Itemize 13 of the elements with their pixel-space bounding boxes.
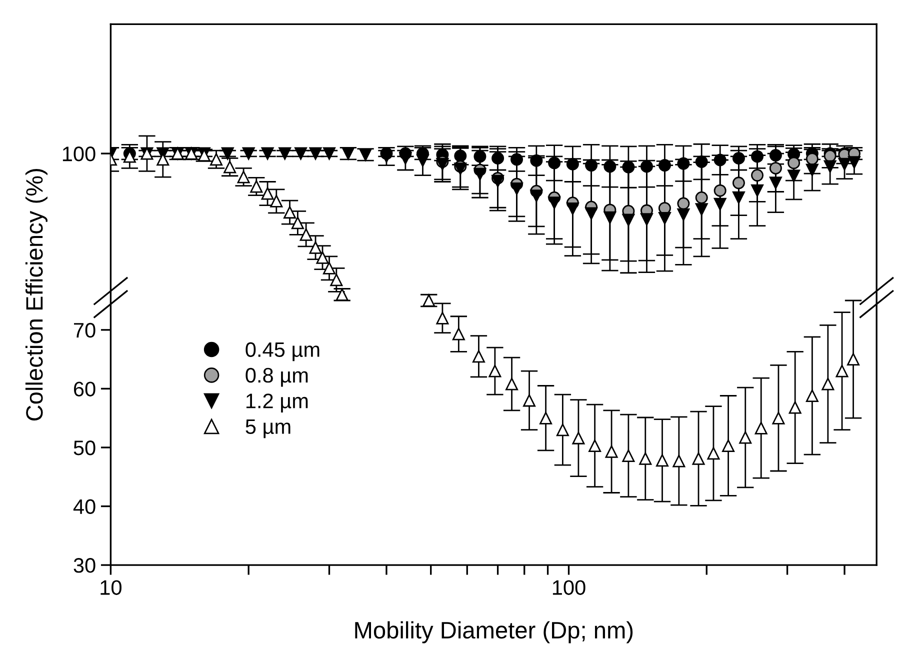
y-tick-label: 30 (74, 558, 96, 573)
legend-label: 1.2 µm (246, 394, 308, 412)
y-tick-label: 60 (74, 382, 96, 396)
legend-label: 5 µm (246, 419, 290, 438)
legend-label: 0.45 µm (246, 342, 320, 362)
y-tick-label: 100 (62, 146, 96, 162)
y-tick-label: 40 (73, 499, 96, 514)
legend-label: 0.8 µm (246, 368, 308, 387)
y-tick-label: 50 (74, 440, 96, 456)
y-axis-title: Collection Efficiency (%) (25, 169, 48, 420)
y-tick-label: 70 (74, 322, 96, 338)
x-tick-label: 10 (100, 580, 122, 595)
x-axis-title: Mobility Diameter (Dp; nm) (355, 621, 633, 644)
